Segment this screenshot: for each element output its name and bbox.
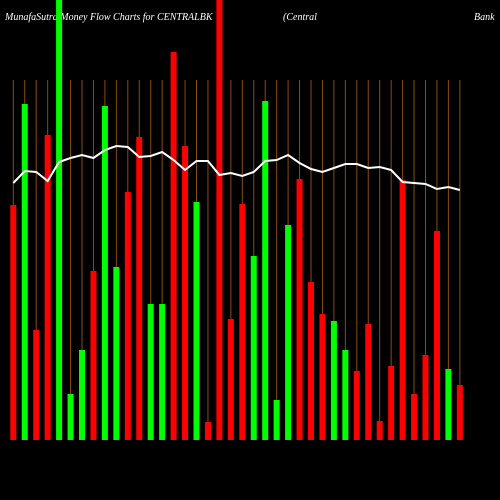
bar (193, 202, 200, 440)
bar (67, 394, 74, 440)
bar (10, 205, 17, 440)
bar (182, 146, 189, 440)
bar (204, 422, 211, 440)
bar (330, 321, 337, 440)
bar (399, 180, 406, 440)
bar (227, 319, 234, 440)
money-flow-line (12, 144, 461, 191)
bar (411, 394, 418, 440)
bar (456, 385, 463, 440)
bar (365, 324, 372, 440)
bar (136, 137, 143, 440)
bar (433, 231, 440, 440)
bar (376, 421, 383, 440)
bar (33, 330, 40, 440)
chart-title: MunafaSutra Money Flow Charts for CENTRA… (4, 12, 214, 23)
bar (79, 350, 85, 440)
bar (44, 135, 51, 440)
bar (250, 256, 257, 440)
bar (285, 225, 292, 440)
bar (262, 101, 269, 440)
bar (147, 304, 154, 440)
bar (388, 366, 395, 440)
bar (113, 267, 120, 440)
bar (422, 355, 429, 440)
bar (342, 350, 349, 440)
bar (353, 371, 360, 440)
bar (319, 314, 326, 440)
bar (21, 104, 28, 440)
bar (101, 106, 108, 440)
bar (308, 282, 314, 440)
bar (239, 204, 246, 440)
bar (216, 0, 223, 440)
chart-title-part: (Central (283, 12, 317, 23)
bar (170, 52, 177, 440)
chart-title-part: Bank (474, 12, 495, 23)
bar (90, 271, 97, 440)
bar (296, 179, 303, 440)
bar (273, 400, 280, 440)
bar (159, 304, 166, 440)
bar (445, 369, 452, 440)
bar (56, 0, 63, 440)
bar (124, 192, 131, 440)
